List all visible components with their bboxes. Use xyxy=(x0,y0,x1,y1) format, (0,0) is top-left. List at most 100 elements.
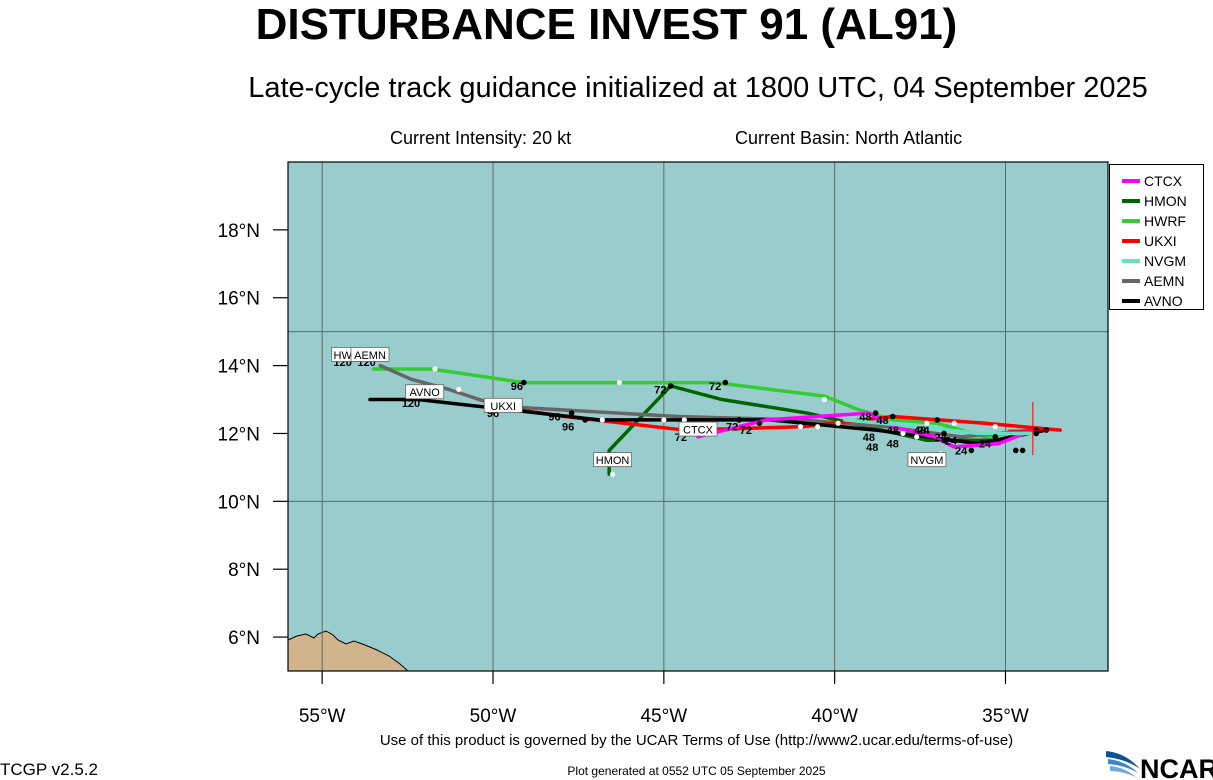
forecast-point-black xyxy=(968,447,975,454)
lat-tick-label: 16°N xyxy=(218,289,260,310)
lat-tick-label: 8°N xyxy=(228,560,260,581)
lon-tick-label: 50°W xyxy=(470,706,517,727)
model-label-text: AVNO xyxy=(409,387,440,399)
forecast-point-white xyxy=(821,396,828,403)
forecast-point-black xyxy=(736,417,742,423)
model-label-text: AEMN xyxy=(354,350,386,362)
terms-of-use-text: Use of this product is governed by the U… xyxy=(379,732,1014,749)
forecast-point-white xyxy=(900,430,906,437)
legend-swatch xyxy=(1122,239,1140,243)
model-label-box xyxy=(405,384,445,400)
forecast-point-white xyxy=(681,417,687,423)
legend-label: NVGM xyxy=(1144,253,1186,269)
legend-label: AEMN xyxy=(1144,273,1185,289)
model-label-hw: HW xyxy=(331,347,355,362)
forecast-point-black xyxy=(941,430,947,437)
forecast-hour-label: 48 xyxy=(863,432,875,444)
legend-item-ukxi: UKXI xyxy=(1110,231,1203,251)
lon-tick-label: 55°W xyxy=(299,706,346,727)
track-hwrf xyxy=(371,367,1035,439)
lon-tick-label: 45°W xyxy=(640,706,687,727)
legend-item-aemn: AEMN xyxy=(1110,271,1203,291)
model-label-text: HW xyxy=(334,350,353,362)
forecast-hour-label: 48 xyxy=(876,415,888,427)
ncar-logo: NCAR xyxy=(1106,751,1213,780)
legend-swatch xyxy=(1122,199,1140,203)
page-title: DISTURBANCE INVEST 91 (AL91) xyxy=(255,0,958,49)
forecast-point-white xyxy=(797,424,804,430)
lon-tick-label: 35°W xyxy=(982,706,1029,727)
current-basin: Current Basin: North Atlantic xyxy=(735,128,963,148)
ncar-logo-text: NCAR xyxy=(1140,754,1213,780)
model-label-box xyxy=(593,452,632,468)
legend-label: UKXI xyxy=(1144,233,1177,249)
model-label-box xyxy=(678,421,718,437)
forecast-hour-label: 48 xyxy=(914,425,926,437)
forecast-point-black xyxy=(992,434,999,440)
forecast-point-white xyxy=(616,379,623,386)
map-frame xyxy=(287,161,1109,672)
forecast-hour-label: 72 xyxy=(726,422,738,434)
legend-item-hmon: HMON xyxy=(1110,191,1203,211)
model-label-text: UKXI xyxy=(490,401,516,413)
forecast-hour-label: 72 xyxy=(654,384,666,396)
legend-swatch xyxy=(1122,219,1140,223)
track-hmon xyxy=(607,384,1035,476)
forecast-point-black xyxy=(667,383,674,389)
lon-tick-label: 40°W xyxy=(811,706,858,727)
legend-label: HWRF xyxy=(1144,213,1186,229)
forecast-point-black xyxy=(1019,447,1026,454)
forecast-hour-label: 48 xyxy=(866,442,878,454)
forecast-hour-label: 72 xyxy=(709,381,721,393)
forecast-point-white xyxy=(609,471,616,477)
lat-tick-label: 18°N xyxy=(218,221,260,242)
forecast-point-white xyxy=(456,386,462,392)
lat-tick-label: 10°N xyxy=(218,492,260,513)
current-position-marker xyxy=(1007,402,1058,456)
forecast-hour-label: 96 xyxy=(548,412,560,424)
forecast-point-white xyxy=(992,424,998,430)
model-label-text: NVGM xyxy=(910,455,943,467)
legend-item-nvgm: NVGM xyxy=(1110,251,1203,271)
forecast-point-black xyxy=(756,420,763,427)
model-label-ukxi: UKXI xyxy=(483,397,523,413)
forecast-point-white xyxy=(914,434,920,440)
forecast-point-white xyxy=(432,366,438,372)
forecast-point-black xyxy=(889,413,896,420)
model-label-avno: AVNO xyxy=(405,384,445,400)
legend-label: HMON xyxy=(1144,193,1187,209)
model-label-aemn: AEMN xyxy=(350,347,390,362)
plot-generated-text: Plot generated at 0552 UTC 05 September … xyxy=(567,764,826,778)
track-ctcx xyxy=(696,411,1035,449)
forecast-point-black xyxy=(1012,447,1019,454)
model-label-box xyxy=(483,397,523,413)
legend-item-ctcx: CTCX xyxy=(1110,171,1203,191)
forecast-hour-label: 24 xyxy=(934,432,947,444)
forecast-point-black xyxy=(934,417,940,423)
forecast-point-black xyxy=(872,410,879,416)
south-america-landmass xyxy=(287,630,410,672)
legend-label: CTCX xyxy=(1144,173,1183,189)
legend-label: AVNO xyxy=(1144,293,1183,309)
model-label-hmon: HMON xyxy=(593,452,632,468)
forecast-hour-label: 24 xyxy=(979,439,992,451)
forecast-point-black xyxy=(582,417,589,423)
forecast-point-white xyxy=(599,417,605,423)
page-subtitle: Late-cycle track guidance initialized at… xyxy=(248,72,1148,104)
lat-tick-label: 12°N xyxy=(218,424,260,445)
lat-tick-label: 6°N xyxy=(228,628,260,649)
forecast-point-black xyxy=(520,379,527,386)
model-label-ctcx: CTCX xyxy=(678,421,718,437)
model-label-nvgm: NVGM xyxy=(907,452,947,467)
model-legend: CTCX HMON HWRF UKXI NVGM AEMN AVNO xyxy=(1109,164,1204,310)
forecast-hour-label: 72 xyxy=(740,425,752,437)
track-nvgm xyxy=(843,418,1035,436)
legend-swatch xyxy=(1122,299,1140,303)
forecast-hour-label: 96 xyxy=(562,422,574,434)
forecast-hour-label: 48 xyxy=(859,412,871,424)
current-intensity: Current Intensity: 20 kt xyxy=(390,128,572,148)
legend-swatch xyxy=(1122,259,1140,263)
forecast-hour-label: 24 xyxy=(917,425,930,437)
forecast-point-black xyxy=(568,410,575,416)
